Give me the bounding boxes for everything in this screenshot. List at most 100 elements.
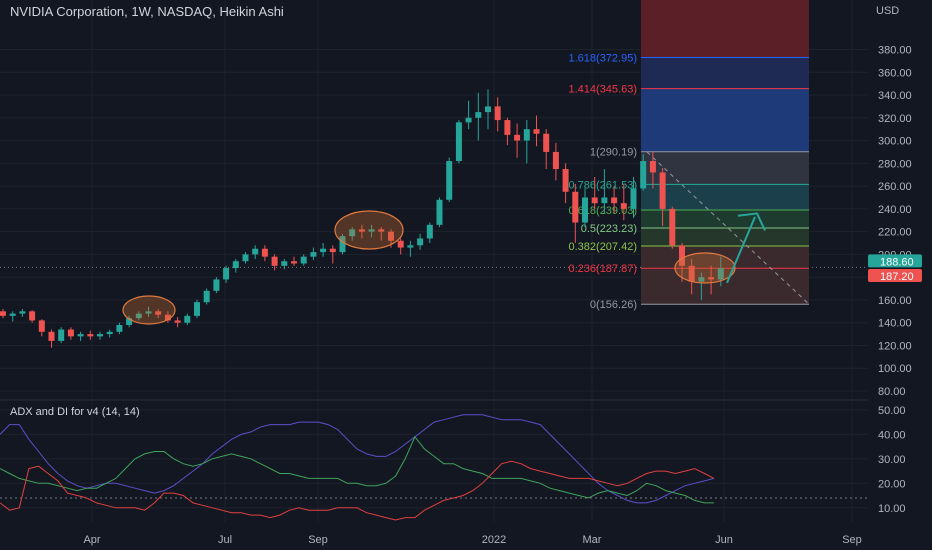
adx-tick-label: 20.00 — [878, 478, 906, 490]
price-tick-label: 260.00 — [878, 181, 912, 193]
candle-body — [281, 261, 288, 266]
candle-body — [485, 106, 491, 113]
candle-body — [126, 318, 133, 325]
highlight-ellipse — [334, 210, 404, 250]
time-tick-label: Sep — [308, 534, 328, 546]
price-tick-label: 220.00 — [878, 227, 912, 239]
time-axis[interactable]: Apr Jul Sep 2022 Mar Jun Sep — [83, 534, 861, 546]
candle-body — [9, 313, 16, 316]
price-tick-label: 300.00 — [878, 136, 912, 148]
price-tick-label: 100.00 — [878, 363, 912, 375]
candle-body — [514, 134, 521, 141]
fib-level-label: 0.786(261.53) — [569, 179, 638, 191]
candle-body — [174, 320, 181, 323]
time-tick-label: Apr — [83, 534, 100, 546]
candle-body — [106, 331, 113, 335]
candle-body — [601, 197, 608, 204]
indicator-title: ADX and DI for v4 (14, 14) — [10, 406, 140, 418]
adx-tick-label: 50.00 — [878, 405, 906, 417]
price-tick-label: 360.00 — [878, 67, 912, 79]
price-axis[interactable]: USD 380.00 360.00 340.00 320.00 300.00 280.00 2… — [868, 5, 922, 398]
candle-body — [552, 151, 559, 170]
fib-zone — [641, 88, 809, 152]
fib-level-label: 0.382(207.42) — [569, 241, 638, 253]
candle-body — [698, 277, 705, 282]
fib-level-label: 1.618(372.95) — [569, 53, 638, 65]
price-tick-label: 120.00 — [878, 340, 912, 352]
fib-zone — [641, 151, 809, 185]
candle-body — [397, 240, 404, 248]
fib-zone — [641, 227, 809, 246]
candle-body — [620, 203, 627, 209]
candle-body — [29, 311, 36, 321]
fib-zone — [641, 209, 809, 228]
candle-body — [38, 320, 45, 332]
candle-body — [591, 197, 598, 204]
candle-body — [368, 229, 375, 232]
candle-body — [611, 197, 618, 204]
candle-body — [533, 129, 540, 134]
fib-level-label: 0.236(187.87) — [569, 263, 638, 275]
candle-body — [271, 256, 278, 266]
candle-body — [465, 117, 472, 123]
currency-label: USD — [876, 5, 899, 17]
fib-level-label: 1.414(345.63) — [569, 84, 638, 96]
candle-body — [708, 277, 715, 280]
candlestick-series — [0, 89, 724, 348]
candle-body — [164, 314, 171, 321]
adx-tick-label: 30.00 — [878, 454, 906, 466]
candle-body — [0, 311, 6, 316]
candle-body — [97, 334, 103, 337]
fib-zone — [641, 184, 809, 210]
candle-body — [184, 315, 191, 323]
time-tick-label: Mar — [583, 534, 602, 546]
candle-body — [339, 236, 346, 253]
arrow-head — [737, 212, 766, 231]
candle-body — [640, 161, 647, 189]
candle-body — [572, 191, 579, 223]
candle-body — [194, 302, 200, 316]
candle-body — [252, 248, 259, 255]
candle-body — [223, 268, 230, 280]
candle-body — [475, 112, 482, 118]
candle-body — [77, 334, 84, 337]
candle-body — [232, 261, 239, 269]
candle-body — [649, 161, 656, 173]
candle-body — [669, 208, 676, 246]
candle-body — [494, 106, 501, 121]
candle-body — [388, 231, 394, 241]
price-tick-label: 280.00 — [878, 158, 912, 170]
price-tick-label: 320.00 — [878, 113, 912, 125]
highlight-ellipse — [674, 252, 736, 284]
candle-body — [426, 224, 433, 239]
highlight-ellipse — [122, 295, 176, 325]
fib-zone — [641, 268, 809, 305]
adx-series-line — [0, 460, 715, 521]
candle-body — [213, 279, 220, 291]
candle-body — [155, 311, 162, 315]
time-tick-label: Sep — [842, 534, 862, 546]
candle-body — [504, 120, 511, 135]
adx-series-line — [0, 435, 714, 504]
candle-body — [688, 265, 695, 282]
candle-body — [436, 199, 443, 225]
candle-body — [203, 290, 210, 303]
candle-body — [358, 229, 365, 232]
candle-body — [543, 133, 550, 152]
price-tick-label: 160.00 — [878, 295, 912, 307]
last-price-badge — [868, 268, 922, 282]
candle-body — [261, 248, 268, 257]
fib-trend-line — [646, 151, 810, 305]
price-tick-label: 140.00 — [878, 318, 912, 330]
adx-tick-label: 40.00 — [878, 429, 906, 441]
candle-body — [87, 334, 94, 337]
time-tick-label: 2022 — [482, 534, 506, 546]
chart-title: NVIDIA Corporation, 1W, NASDAQ, Heikin A… — [10, 4, 284, 19]
candle-body — [48, 331, 55, 341]
fib-level-label: 0(156.26) — [590, 299, 637, 311]
time-tick-label: Jun — [715, 534, 733, 546]
candle-body — [67, 329, 74, 337]
candle-body — [455, 122, 462, 162]
candle-body — [135, 313, 142, 319]
